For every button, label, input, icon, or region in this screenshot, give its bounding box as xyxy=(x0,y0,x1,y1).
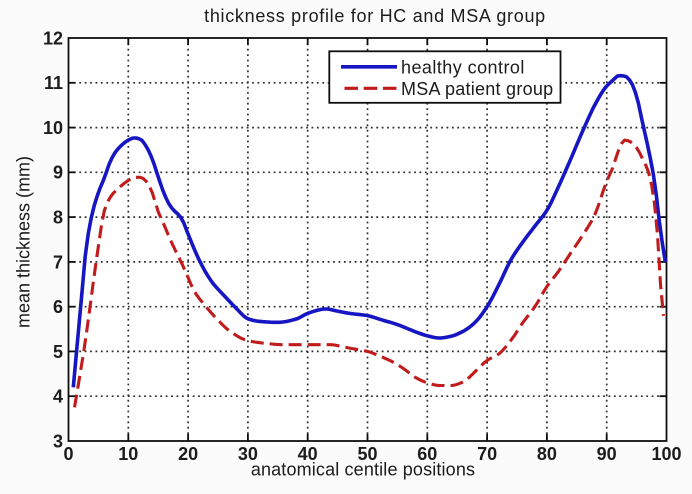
svg-text:9: 9 xyxy=(53,163,63,183)
svg-text:10: 10 xyxy=(118,444,138,464)
svg-text:healthy control: healthy control xyxy=(401,58,525,78)
svg-text:20: 20 xyxy=(178,444,198,464)
svg-text:90: 90 xyxy=(597,444,617,464)
svg-text:30: 30 xyxy=(238,444,258,464)
svg-text:10: 10 xyxy=(43,118,63,138)
svg-text:MSA patient group: MSA patient group xyxy=(401,79,553,99)
svg-text:11: 11 xyxy=(44,73,63,93)
svg-text:5: 5 xyxy=(53,342,63,362)
svg-text:80: 80 xyxy=(537,444,557,464)
svg-text:8: 8 xyxy=(53,208,63,228)
svg-text:100: 100 xyxy=(651,444,681,464)
svg-text:3: 3 xyxy=(53,431,63,451)
svg-text:anatomical centile positions: anatomical centile positions xyxy=(251,460,475,480)
svg-text:70: 70 xyxy=(477,444,497,464)
svg-text:60: 60 xyxy=(417,444,437,464)
svg-text:50: 50 xyxy=(357,444,377,464)
svg-text:mean thickness (mm): mean thickness (mm) xyxy=(14,156,34,328)
svg-text:12: 12 xyxy=(43,28,63,48)
svg-text:thickness profile for HC and M: thickness profile for HC and MSA group xyxy=(204,6,546,26)
svg-text:40: 40 xyxy=(298,444,318,464)
svg-text:7: 7 xyxy=(53,252,63,272)
svg-text:6: 6 xyxy=(53,297,63,317)
svg-text:0: 0 xyxy=(63,444,73,464)
svg-text:4: 4 xyxy=(53,387,63,407)
